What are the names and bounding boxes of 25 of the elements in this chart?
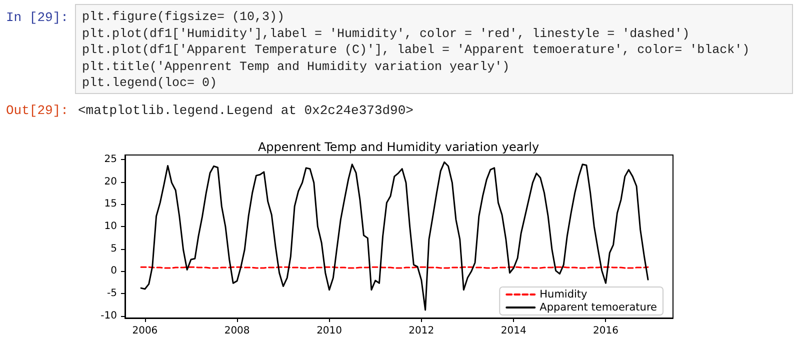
x-tick-label: 2006 — [132, 326, 158, 336]
x-tick-label: 2008 — [224, 326, 250, 336]
x-tick-label: 2010 — [316, 326, 342, 336]
text: plt.legend(loc= 0) — [82, 75, 218, 92]
y-tick-label: 0 — [110, 266, 117, 277]
text: plt.plot(df1['Humidity'],label = 'Humidity', color = 'red', linestyle = 'dashed') — [82, 26, 691, 42]
y-tick-label: 5 — [110, 243, 117, 254]
text: <matplotlib.legend.Legend at 0x2c24e373d90> — [78, 103, 414, 118]
legend-label: Apparent temoerature — [540, 302, 658, 314]
text: In [29]: — [6, 10, 68, 25]
x-tick-label: 2014 — [500, 326, 526, 336]
y-tick-label: 20 — [104, 176, 117, 188]
text: Out[29]: — [6, 103, 68, 118]
legend-label: Humidity — [540, 288, 588, 300]
y-tick-label: 10 — [104, 220, 117, 232]
x-tick-label: 2012 — [408, 326, 434, 336]
text: plt.title('Appenrent Temp and Humidity variation yearly') — [82, 58, 511, 75]
chart-title: Appenrent Temp and Humidity variation yearly — [258, 140, 540, 154]
x-tick-label: 2016 — [593, 326, 618, 336]
y-tick-label: 25 — [104, 154, 117, 165]
y-tick-label: 15 — [104, 198, 117, 210]
y-tick-label: -5 — [107, 288, 117, 299]
text: plt.plot(df1['Apparent Temperature (C)'], label = 'Apparent temoerature', color= 'black') — [82, 42, 751, 58]
text: plt.figure(figsize= (10,3)) — [82, 9, 286, 26]
y-tick-label: -10 — [100, 310, 117, 322]
